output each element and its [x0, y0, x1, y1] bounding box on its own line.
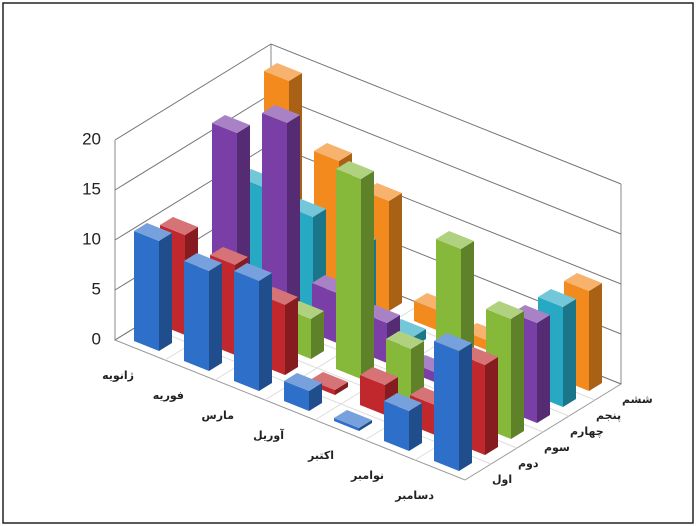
series-label: اول — [492, 473, 512, 486]
bar-top — [210, 247, 248, 265]
bar-side — [285, 297, 298, 375]
bar-side — [511, 311, 524, 439]
bar-side — [159, 233, 172, 351]
bar-front — [234, 271, 259, 391]
bar-front — [360, 375, 385, 415]
y-tick-label: 15 — [82, 179, 101, 198]
y-tick-label: 5 — [92, 279, 101, 298]
x-tick-label: اکتبر — [307, 449, 334, 462]
bar-side — [563, 299, 576, 407]
bar-side — [537, 315, 550, 423]
bar-side — [209, 263, 222, 371]
x-tick-label: مارس — [202, 409, 234, 422]
bar-top — [134, 223, 172, 241]
x-tick-label: ژانویه — [102, 369, 134, 382]
y-tick-label: 20 — [82, 129, 101, 148]
bar-side — [361, 171, 374, 379]
bar-side — [459, 343, 472, 471]
bar-top — [262, 105, 300, 123]
series-label: سوم — [544, 441, 570, 454]
bar-side — [287, 115, 300, 323]
bar-top — [434, 333, 472, 351]
bar-front — [334, 418, 359, 431]
bar-top — [512, 305, 550, 323]
bar-top — [436, 231, 474, 249]
bar-side — [259, 273, 272, 391]
bar-front — [184, 261, 209, 371]
x-tick-label: دسامبر — [394, 489, 434, 502]
x-tick-label: نوامبر — [350, 469, 384, 482]
series-label: پنجم — [596, 409, 621, 422]
bar-top — [384, 393, 422, 411]
bar-side — [409, 403, 422, 451]
bar-side — [411, 341, 424, 399]
y-tick-label: 10 — [82, 229, 101, 248]
bar-side — [589, 283, 602, 391]
bar-front — [262, 113, 287, 323]
bar-side — [335, 382, 348, 395]
bar-side — [359, 420, 372, 431]
series-label: ششم — [622, 393, 653, 406]
bar-top — [160, 217, 198, 235]
bar-side — [311, 311, 324, 359]
bar-side — [485, 357, 498, 455]
bar-side — [389, 193, 402, 311]
bar-top — [334, 410, 372, 428]
bar-side — [309, 383, 322, 411]
x-tick-label: فوریه — [153, 389, 184, 402]
x-tick-label: آوریل — [253, 428, 284, 442]
bar-front — [134, 231, 159, 351]
bar-top — [184, 253, 222, 271]
bar-top — [284, 373, 322, 391]
bar-top — [486, 301, 524, 319]
series-label: چهارم — [570, 425, 604, 438]
bar-top — [310, 372, 348, 390]
bar-top — [336, 161, 374, 179]
series-label: دوم — [518, 457, 539, 470]
bar-front — [434, 341, 459, 471]
bar-top — [264, 63, 302, 81]
grid-line — [114, 43, 622, 185]
bar-top — [212, 115, 250, 133]
bar-top — [314, 143, 352, 161]
bar-front — [384, 401, 409, 451]
bar-top — [234, 263, 272, 281]
bar-top — [564, 273, 602, 291]
bar-top — [360, 367, 398, 385]
bar-top — [538, 289, 576, 307]
bar-top — [386, 331, 424, 349]
y-tick-label: 0 — [92, 329, 101, 348]
bar-front — [336, 169, 361, 379]
